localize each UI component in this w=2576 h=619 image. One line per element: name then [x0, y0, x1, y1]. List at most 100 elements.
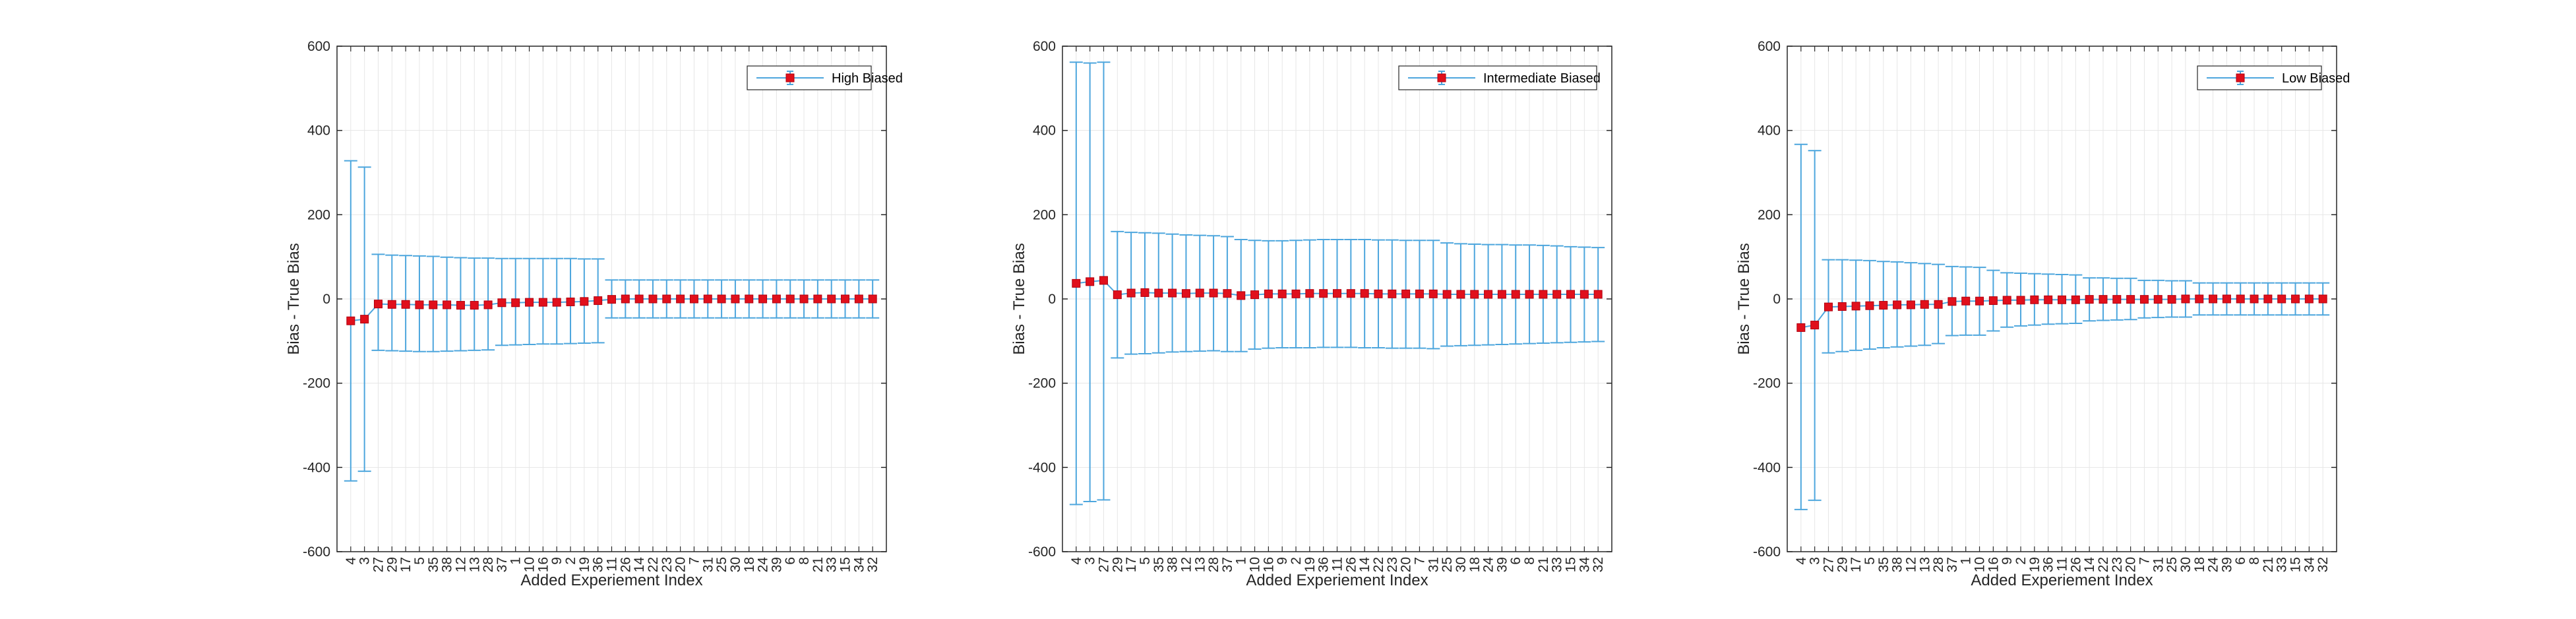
data-point: [2236, 294, 2245, 304]
data-point: [772, 294, 781, 304]
data-point: [2016, 296, 2025, 305]
data-point: [2318, 294, 2327, 304]
x-tick-label: 19: [2027, 557, 2042, 572]
chart-panel-2: -600-400-2000200400600432729175353812132…: [1010, 39, 1612, 589]
x-tick-label: 26: [2068, 557, 2083, 572]
x-tick-label: 31: [700, 557, 716, 572]
x-tick-label: 7: [1412, 557, 1427, 565]
data-point: [456, 301, 465, 310]
x-tick-label: 20: [673, 557, 689, 572]
data-point: [1906, 300, 1915, 310]
data-point: [1250, 290, 1260, 300]
x-tick-label: 20: [2124, 557, 2139, 572]
x-tick-label: 11: [2055, 557, 2070, 571]
x-tick-label: 21: [2261, 557, 2276, 572]
y-tick-label: -200: [1753, 376, 1781, 391]
data-point: [566, 297, 575, 306]
x-tick-label: 34: [2302, 557, 2317, 573]
x-tick-label: 13: [1192, 557, 1208, 572]
x-tick-label: 5: [1138, 557, 1153, 565]
x-axis-label: Added Experiement Index: [1246, 571, 1428, 589]
data-point: [1154, 288, 1163, 298]
data-point: [689, 294, 698, 304]
x-tick-label: 2: [2013, 557, 2029, 565]
x-tick-label: 15: [2288, 557, 2304, 572]
x-tick-label: 9: [1275, 557, 1290, 565]
y-tick-label: 400: [1033, 123, 1056, 139]
x-tick-label: 15: [838, 557, 853, 572]
x-tick-label: 19: [577, 557, 592, 572]
data-point: [580, 297, 589, 306]
x-tick-label: 23: [2110, 557, 2125, 572]
x-tick-label: 14: [2082, 557, 2097, 573]
data-point: [1539, 290, 1548, 299]
data-point: [1470, 290, 1479, 299]
x-tick-label: 38: [440, 557, 455, 572]
x-tick-label: 2: [563, 557, 578, 565]
data-point: [525, 298, 534, 307]
x-tick-label: 10: [1973, 557, 1988, 572]
y-tick-label: 600: [1033, 39, 1056, 54]
data-point: [1277, 289, 1287, 298]
x-tick-label: 33: [1550, 557, 1565, 572]
x-tick-label: 7: [2137, 557, 2152, 565]
x-tick-label: 36: [1316, 557, 1332, 572]
data-point: [785, 294, 795, 304]
data-point: [1305, 289, 1314, 298]
data-point: [662, 294, 671, 304]
data-point: [1428, 289, 1438, 298]
data-point: [483, 300, 493, 310]
chart-panel-3: -600-400-2000200400600432729175353812132…: [1735, 39, 2350, 589]
legend: High Biased: [747, 65, 903, 90]
y-tick-label: 200: [307, 207, 330, 222]
data-point: [2209, 294, 2218, 304]
data-point: [1209, 288, 1218, 298]
data-point: [648, 294, 658, 304]
data-point: [2126, 295, 2135, 304]
x-tick-label: 22: [1371, 557, 1386, 572]
y-tick-label: -600: [1753, 544, 1781, 560]
data-point: [1388, 289, 1397, 298]
x-tick-label: 39: [769, 557, 784, 572]
legend: Intermediate Biased: [1398, 65, 1601, 90]
data-point: [827, 294, 836, 304]
data-point: [415, 300, 424, 310]
x-tick-label: 18: [742, 557, 757, 572]
data-point: [1552, 290, 1562, 299]
data-point: [2277, 294, 2286, 304]
x-tick-label: 24: [756, 557, 771, 573]
data-point: [1333, 289, 1341, 298]
y-axis-label: Bias - True Bias: [285, 243, 303, 354]
x-tick-label: 22: [646, 557, 661, 572]
y-tick-label: 600: [307, 39, 330, 54]
x-tick-label: 13: [1917, 557, 1932, 572]
x-tick-label: 28: [1931, 557, 1946, 572]
data-point: [841, 294, 850, 304]
x-tick-label: 34: [851, 557, 867, 573]
data-point: [1593, 290, 1603, 299]
x-tick-label: 3: [357, 557, 373, 565]
y-tick-label: -200: [303, 376, 330, 391]
x-tick-label: 35: [1876, 557, 1891, 572]
data-point: [1879, 301, 1888, 310]
x-tick-label: 18: [1467, 557, 1483, 572]
x-tick-label: 28: [481, 557, 496, 572]
x-tick-label: 12: [453, 557, 468, 572]
data-point: [607, 295, 616, 304]
x-tick-label: 17: [1124, 557, 1139, 572]
x-tick-label: 3: [1083, 557, 1098, 565]
data-point: [1851, 302, 1860, 311]
y-tick-label: 400: [307, 123, 330, 139]
y-axis-label: Bias - True Bias: [1010, 243, 1028, 354]
data-point: [799, 294, 809, 304]
data-point: [429, 300, 438, 310]
data-point: [470, 301, 479, 310]
x-tick-label: 1: [508, 557, 524, 565]
y-tick-label: 0: [1048, 292, 1056, 307]
x-tick-label: 30: [728, 557, 743, 572]
x-tick-label: 14: [632, 557, 647, 573]
x-tick-label: 11: [605, 557, 620, 571]
x-tick-label: 14: [1357, 557, 1372, 573]
x-tick-label: 15: [1564, 557, 1579, 572]
